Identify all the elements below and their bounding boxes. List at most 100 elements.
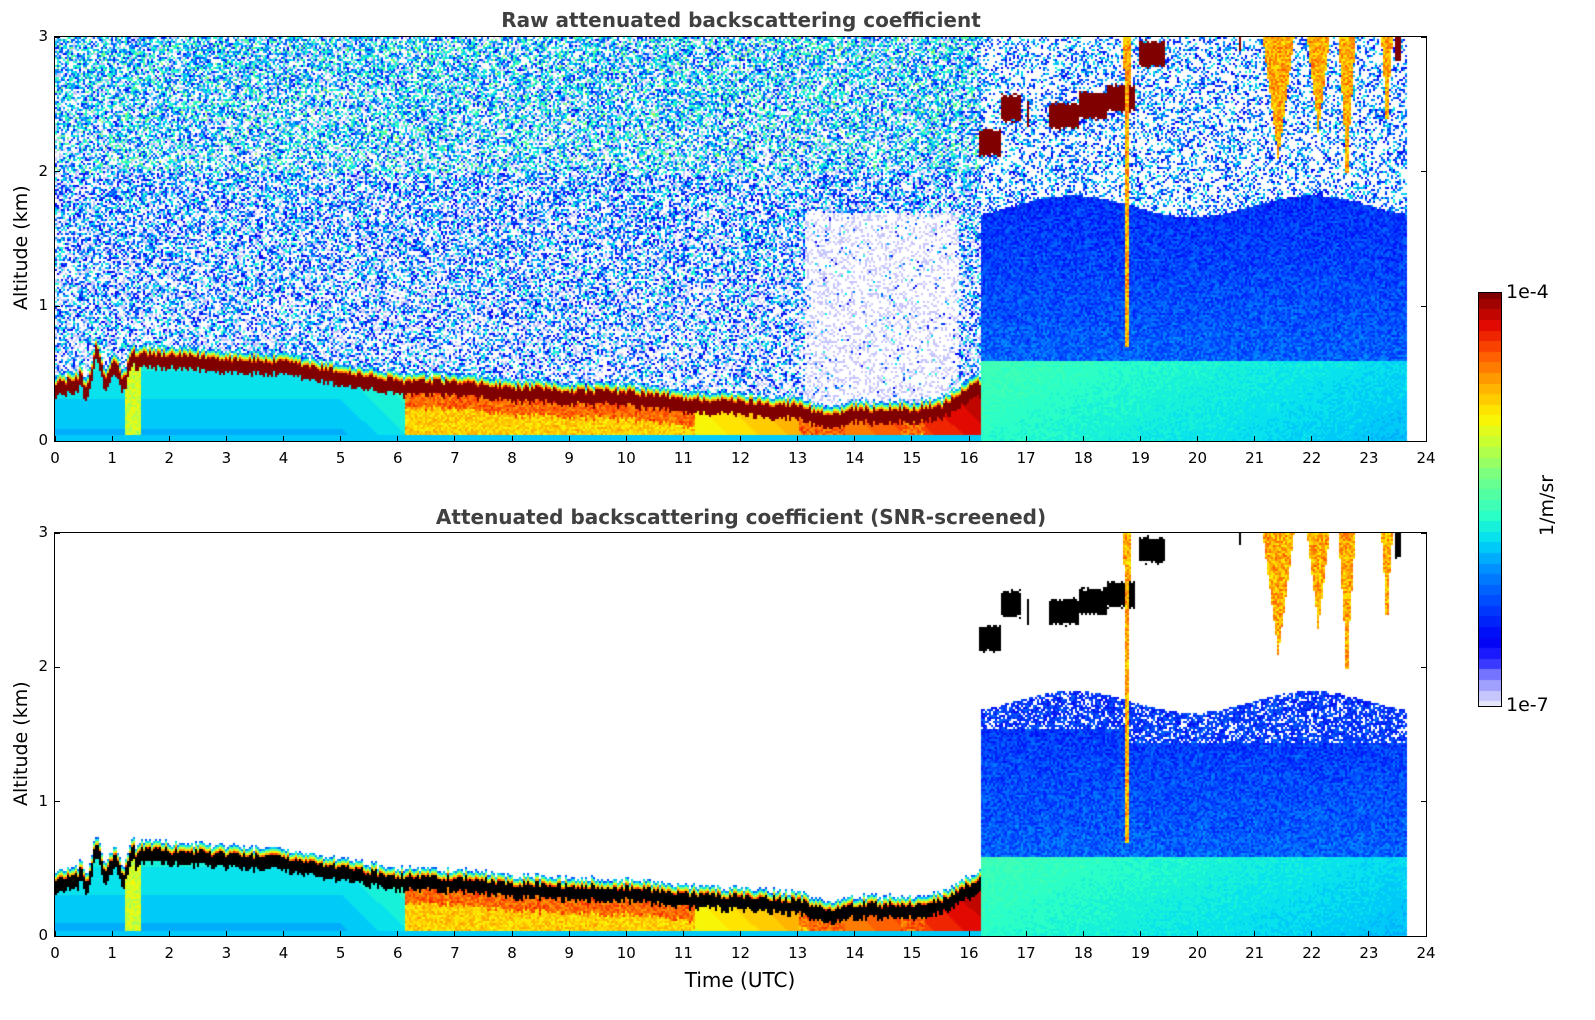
x-tick-label: 11 — [673, 449, 693, 467]
x-tick-label: 9 — [564, 449, 574, 467]
x-tick-label: 7 — [450, 449, 460, 467]
x-tick — [740, 436, 741, 441]
y-tick — [1421, 801, 1426, 803]
y-tick — [55, 440, 60, 442]
x-tick-label: 15 — [902, 944, 922, 962]
x-tick-label: 8 — [507, 449, 517, 467]
y-tick — [55, 801, 60, 803]
x-tick — [454, 931, 456, 936]
x-tick — [1425, 931, 1427, 936]
x-tick — [1197, 436, 1198, 441]
x-tick-label: 18 — [1073, 944, 1093, 962]
y-tick-label: 1 — [38, 296, 48, 315]
x-tick — [111, 931, 113, 936]
x-tick — [1082, 436, 1084, 441]
top-chart-title: Raw attenuated backscattering coefficien… — [501, 8, 981, 32]
x-tick-label: 19 — [1130, 944, 1150, 962]
x-tick-label: 21 — [1245, 944, 1265, 962]
y-tick — [1421, 36, 1426, 38]
x-tick-label: 17 — [1016, 449, 1036, 467]
x-tick-label: 22 — [1302, 944, 1322, 962]
y-tick — [55, 935, 60, 937]
x-tick-label: 17 — [1016, 944, 1036, 962]
x-tick-label: 2 — [164, 449, 175, 467]
x-tick-label: 6 — [392, 449, 403, 467]
x-tick — [911, 436, 913, 441]
x-tick — [625, 931, 627, 936]
x-tick — [1025, 436, 1027, 441]
x-tick — [854, 436, 856, 441]
x-axis-label: Time (UTC) — [684, 968, 796, 992]
x-tick-label: 0 — [50, 449, 60, 467]
x-tick — [682, 931, 684, 936]
y-tick — [55, 305, 60, 307]
x-tick — [111, 436, 113, 441]
x-tick — [1311, 436, 1313, 441]
x-tick — [911, 931, 913, 936]
x-tick-label: 16 — [959, 449, 979, 467]
x-tick — [225, 436, 227, 441]
x-tick-label: 4 — [278, 944, 289, 962]
x-tick — [283, 931, 284, 936]
x-tick-label: 3 — [221, 449, 232, 467]
x-tick — [854, 931, 856, 936]
y-tick — [1421, 532, 1426, 534]
x-tick — [797, 931, 799, 936]
y-tick-label: 2 — [38, 161, 48, 180]
x-tick-label: 12 — [730, 944, 751, 962]
colorbar — [1478, 292, 1502, 707]
bottom-chart-title: Attenuated backscattering coefficient (S… — [435, 505, 1047, 529]
x-tick-label: 20 — [1187, 944, 1208, 962]
y-tick — [1421, 305, 1426, 307]
top-y-axis-label: Altitude (km) — [10, 185, 32, 310]
screened-backscatter-heatmap — [54, 532, 1427, 937]
x-tick-label: 11 — [673, 944, 693, 962]
x-tick — [1425, 436, 1427, 441]
raw-backscatter-heatmap — [54, 36, 1427, 442]
y-tick — [55, 532, 60, 534]
x-tick — [625, 436, 627, 441]
x-tick — [568, 436, 570, 441]
x-tick — [1368, 931, 1370, 936]
y-tick — [55, 666, 60, 668]
colorbar-gradient — [1479, 293, 1501, 706]
x-tick-label: 13 — [788, 944, 808, 962]
x-tick — [168, 931, 170, 936]
y-tick-label: 1 — [38, 791, 48, 810]
x-tick-label: 2 — [164, 944, 175, 962]
x-tick — [1254, 436, 1256, 441]
x-tick-label: 23 — [1359, 449, 1379, 467]
x-tick-label: 5 — [335, 944, 346, 962]
x-tick — [1082, 931, 1084, 936]
y-tick-label: 2 — [38, 657, 48, 676]
y-tick-label: 0 — [38, 926, 48, 944]
y-tick-label: 3 — [38, 27, 48, 45]
x-tick-label: 1 — [107, 449, 117, 467]
x-tick-label: 22 — [1302, 449, 1322, 467]
x-tick — [682, 436, 684, 441]
y-tick — [1421, 440, 1426, 442]
x-tick-label: 4 — [278, 449, 289, 467]
x-tick — [1139, 931, 1141, 936]
x-tick-label: 0 — [50, 944, 60, 962]
x-tick — [168, 436, 170, 441]
x-tick-label: 1 — [107, 944, 117, 962]
x-tick-label: 16 — [959, 944, 979, 962]
screened-backscatter-image — [55, 533, 1426, 936]
x-tick — [968, 931, 970, 936]
x-tick — [454, 436, 456, 441]
x-tick-label: 8 — [507, 944, 517, 962]
bottom-y-axis-label: Altitude (km) — [10, 681, 32, 806]
x-tick-label: 6 — [392, 944, 403, 962]
x-tick — [225, 931, 227, 936]
x-tick — [1025, 931, 1027, 936]
y-tick — [1421, 666, 1426, 668]
y-tick — [55, 36, 60, 38]
x-tick — [54, 931, 56, 936]
x-tick-label: 5 — [335, 449, 346, 467]
x-tick — [740, 931, 741, 936]
x-tick-label: 24 — [1416, 449, 1436, 467]
x-tick-label: 7 — [450, 944, 460, 962]
y-tick — [55, 171, 60, 173]
x-tick — [397, 436, 399, 441]
